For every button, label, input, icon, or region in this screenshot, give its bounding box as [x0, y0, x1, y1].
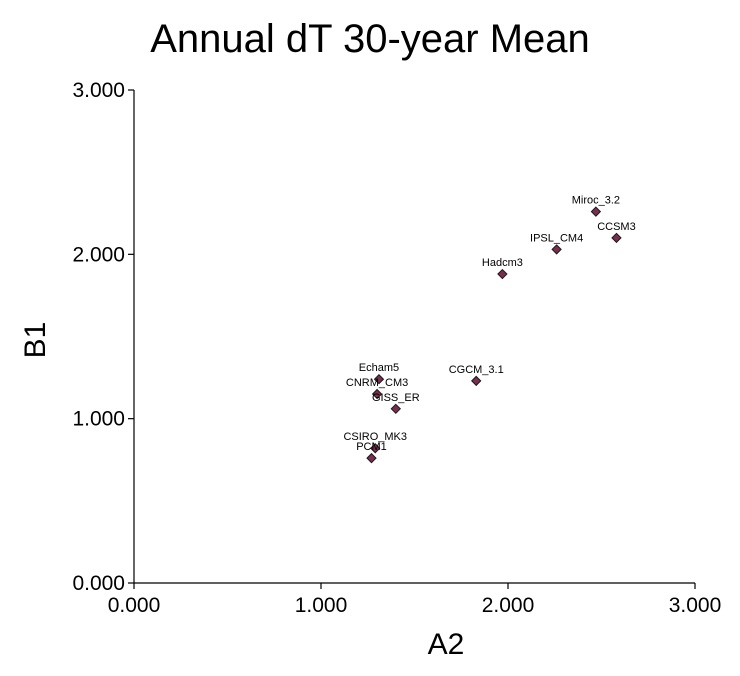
y-tick-label: 0.000	[72, 572, 125, 595]
data-point-label: CNRM_CM3	[346, 377, 408, 389]
data-point-marker	[590, 206, 602, 217]
data-point-marker	[471, 375, 482, 387]
x-axis-label: A2	[428, 628, 465, 661]
y-tick-label: 2.000	[72, 243, 125, 266]
data-point-marker	[373, 374, 385, 385]
data-point-marker	[390, 403, 402, 415]
data-point-label: PCM1	[356, 441, 387, 453]
data-point-label: CSIRO_MK3	[343, 431, 407, 443]
data-point-label: CCSM3	[597, 221, 636, 233]
data-point-label: Echam5	[359, 362, 399, 374]
data-point-label: Miroc_3.2	[572, 195, 620, 207]
x-tick-label: 3.000	[669, 594, 722, 617]
data-point-marker	[366, 452, 377, 464]
data-point-label: Hadcm3	[482, 257, 523, 269]
data-point-marker	[611, 232, 622, 244]
data-point-label: GISS_ER	[372, 392, 420, 404]
y-axis-label: B1	[19, 322, 52, 359]
data-point-label: CGCM_3.1	[449, 364, 504, 376]
data-point-marker	[371, 388, 383, 400]
data-point-marker	[497, 268, 508, 280]
data-point-label: IPSL_CM4	[530, 232, 583, 244]
x-tick-label: 2.000	[482, 594, 535, 617]
axis-ticks: 0.000 1.000 2.000 3.000 0.000 1.000 2.000 3.000	[72, 79, 721, 617]
data-point-marker	[551, 244, 562, 255]
data-point-marker	[370, 443, 381, 454]
y-tick-label: 1.000	[72, 408, 125, 431]
chart-title: Annual dT 30-year Mean	[150, 17, 590, 61]
x-tick-label: 0.000	[108, 594, 161, 617]
y-tick-label: 3.000	[72, 79, 125, 102]
data-points: Miroc_3.2 CCSM3 IPSL_CM4 Hadcm3 CGCM_3.1 Echa…	[343, 195, 636, 464]
x-tick-label: 1.000	[295, 594, 348, 617]
